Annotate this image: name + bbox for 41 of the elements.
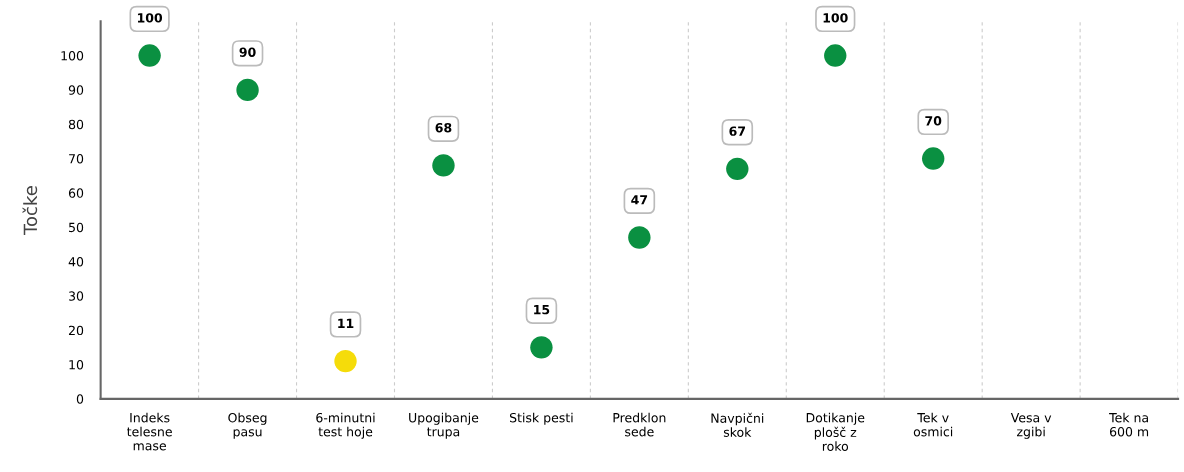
y-tick-label: 0 <box>76 394 84 404</box>
point <box>138 44 161 67</box>
y-tick-label: 30 <box>69 291 84 301</box>
x-tick-label: Upogibanje trupa <box>409 412 479 439</box>
point <box>530 336 553 359</box>
x-tick-label: Predklon sede <box>613 412 666 437</box>
y-tick-label: 10 <box>69 359 84 370</box>
y-axis-title: Točke <box>22 186 38 236</box>
y-tick-label: 80 <box>68 119 84 130</box>
point <box>922 147 945 170</box>
data-label: 70 <box>925 116 942 126</box>
x-tick-label: Tek v osmici <box>913 412 953 437</box>
y-tick-label: 40 <box>68 257 84 267</box>
x-tick-label: Navpični skok <box>711 412 764 437</box>
y-tick-label: 70 <box>69 154 84 164</box>
x-tick-label: Indeks telesne mase <box>127 412 172 451</box>
data-label: 90 <box>239 47 256 57</box>
point <box>824 44 847 67</box>
y-tick-label: 50 <box>69 222 84 233</box>
x-tick-label: 6-minutni test hoje <box>316 412 375 439</box>
point <box>334 349 357 373</box>
x-tick-label: Stisk pesti <box>509 412 573 425</box>
y-tick-label: 60 <box>68 188 84 198</box>
point <box>432 154 455 177</box>
data-label: 68 <box>435 122 452 133</box>
point <box>726 157 749 181</box>
data-label: 100 <box>137 13 163 23</box>
x-tick-label: Vesa v zgibi <box>1010 413 1052 439</box>
data-label: 100 <box>823 13 848 23</box>
y-tick-label: 20 <box>68 325 84 336</box>
point <box>628 226 651 249</box>
data-label: 47 <box>631 195 648 205</box>
y-tick-label: 90 <box>68 85 84 95</box>
x-tick-label: Tek na 600 m <box>1109 412 1149 437</box>
x-tick-label: Dotikanje plošč z roko <box>806 412 865 451</box>
y-tick-label: 100 <box>61 51 84 61</box>
data-label: 67 <box>729 126 746 136</box>
x-tick-label: Obseg pasu <box>228 412 267 439</box>
data-label: 15 <box>534 305 550 315</box>
data-label: 11 <box>338 318 354 328</box>
point <box>236 78 259 102</box>
